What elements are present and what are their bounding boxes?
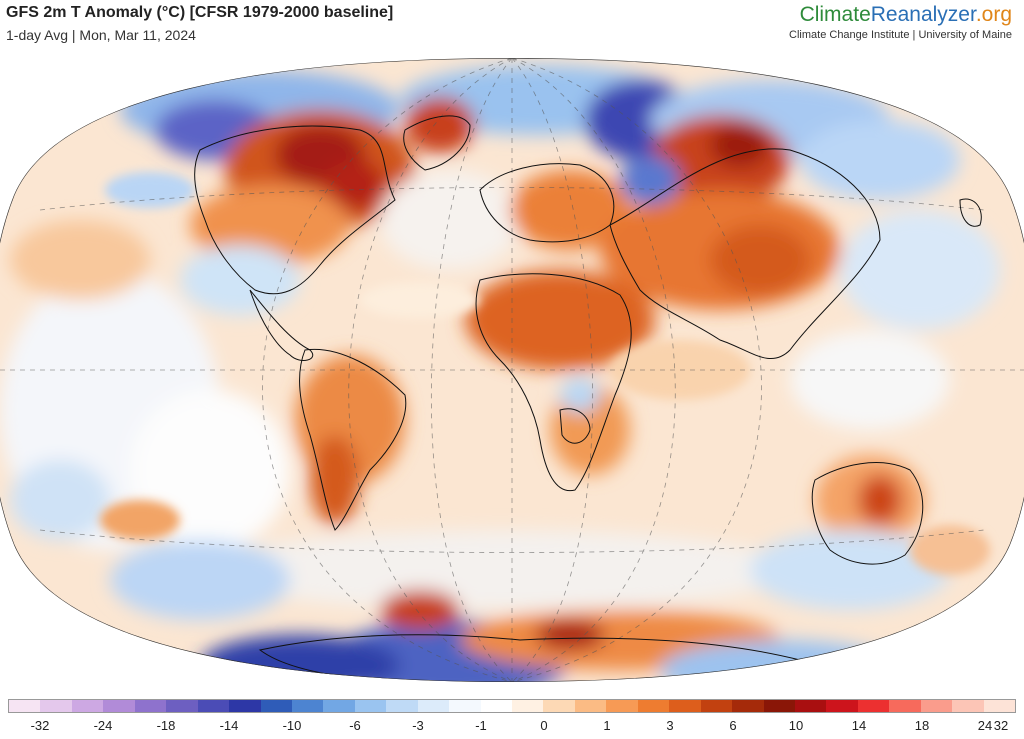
colorbar — [8, 699, 1016, 713]
colorbar-swatch — [134, 700, 167, 712]
colorbar-swatch — [826, 700, 858, 712]
map-title: GFS 2m T Anomaly (°C) [CFSR 1979-2000 ba… — [6, 4, 394, 21]
anomaly-field — [0, 58, 1024, 682]
colorbar-swatch — [40, 700, 72, 712]
colorbar-tick-label: 24 — [977, 718, 993, 733]
colorbar-swatch — [857, 700, 890, 712]
colorbar-swatch — [197, 700, 230, 712]
colorbar-swatch — [480, 700, 512, 712]
colorbar-swatch — [229, 700, 261, 712]
colorbar-swatch — [9, 700, 41, 712]
colorbar-swatch — [417, 700, 450, 712]
colorbar-swatch — [323, 700, 355, 712]
graticule — [0, 58, 1024, 682]
colorbar-swatch — [983, 700, 1015, 712]
colorbar-tick-label: -24 — [93, 718, 113, 733]
colorbar-swatch — [669, 700, 701, 712]
colorbar-tick-label: -14 — [219, 718, 239, 733]
colorbar-tick-label: -6 — [349, 718, 361, 733]
colorbar-swatch — [763, 700, 795, 712]
colorbar-tick-label: -32 — [30, 718, 50, 733]
colorbar-tick-label: 14 — [851, 718, 867, 733]
brand-block[interactable]: ClimateReanalyzer.org Climate Change Ins… — [789, 3, 1012, 41]
colorbar-swatch — [637, 700, 670, 712]
colorbar-tick-label: -1 — [475, 718, 487, 733]
colorbar-swatch — [952, 700, 984, 712]
colorbar-swatch — [354, 700, 387, 712]
colorbar-swatch — [543, 700, 575, 712]
brand-logo-reanalyzer: Reanalyzer — [870, 3, 976, 26]
colorbar-swatch — [449, 700, 481, 712]
colorbar-swatch — [103, 700, 135, 712]
colorbar-ticks: -32 -24 -18 -14 -10 -6 -3 -1 0 1 3 6 10 14 18 24 32 — [8, 718, 1016, 734]
colorbar-tick-label: 0 — [540, 718, 548, 733]
colorbar-tick-label: -18 — [156, 718, 176, 733]
colorbar-tick-label: 32 — [993, 718, 1009, 733]
colorbar-swatch — [386, 700, 418, 712]
colorbar-tick-label: 1 — [603, 718, 611, 733]
colorbar-swatch — [166, 700, 198, 712]
colorbar-swatch — [291, 700, 324, 712]
brand-logo-climate: Climate — [799, 3, 871, 26]
map-subtitle: 1-day Avg | Mon, Mar 11, 2024 — [6, 27, 196, 43]
brand-tagline: Climate Change Institute | University of… — [789, 29, 1012, 41]
colorbar-tick-label: 6 — [729, 718, 737, 733]
colorbar-swatch — [732, 700, 764, 712]
colorbar-swatch — [920, 700, 953, 712]
colorbar-swatch — [700, 700, 733, 712]
colorbar-tick-label: -3 — [412, 718, 424, 733]
colorbar-swatch — [260, 700, 292, 712]
colorbar-swatch — [889, 700, 921, 712]
colorbar-tick-label: -10 — [282, 718, 302, 733]
colorbar-tick-label: 18 — [914, 718, 930, 733]
colorbar-swatch — [574, 700, 607, 712]
brand-logo[interactable]: ClimateReanalyzer.org — [789, 3, 1012, 27]
map-border — [0, 58, 1024, 682]
colorbar-tick-label: 10 — [788, 718, 804, 733]
map-svg — [0, 58, 1024, 682]
colorbar-swatch — [606, 700, 638, 712]
colorbar-swatch — [512, 700, 544, 712]
brand-logo-org: .org — [975, 3, 1012, 26]
colorbar-swatch — [794, 700, 827, 712]
colorbar-tick-label: 3 — [666, 718, 674, 733]
anomaly-map[interactable] — [0, 50, 1024, 690]
colorbar-swatch — [71, 700, 104, 712]
